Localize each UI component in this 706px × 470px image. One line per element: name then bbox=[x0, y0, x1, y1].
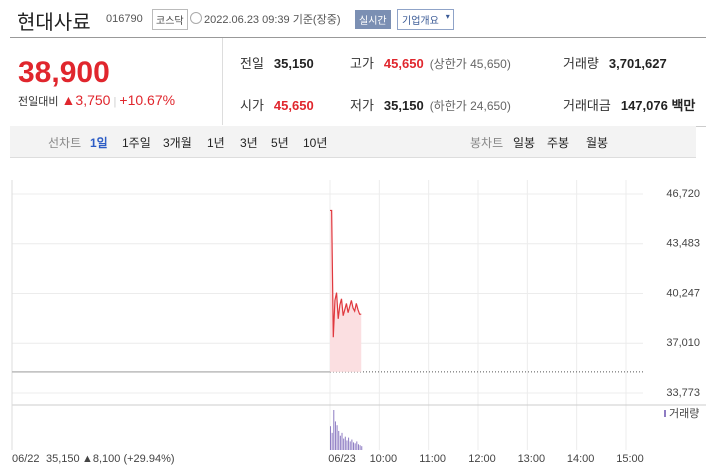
tab-group-label: 봉차트 bbox=[470, 136, 504, 150]
volume-bar bbox=[343, 438, 345, 450]
tab[interactable]: 3년 bbox=[240, 136, 258, 150]
tab[interactable]: 1일 bbox=[90, 136, 108, 150]
volume-bar bbox=[333, 410, 335, 450]
stat-value: 3,701,627 bbox=[608, 56, 667, 71]
tab-bar: 선차트 1일 1주일 3개월 1년 3년 5년 10년 봉차트 일봉 주봉 월봉 bbox=[10, 126, 696, 158]
x-tick-label: 11:00 bbox=[419, 453, 446, 465]
tab[interactable]: 1년 bbox=[207, 136, 225, 150]
volume-bar bbox=[348, 437, 350, 450]
x-tick-label: 12:00 bbox=[468, 453, 496, 465]
stat: 저가 35,150 (하한가 24,650) bbox=[350, 95, 511, 115]
y-tick-label: 33,773 bbox=[666, 387, 700, 399]
change-rate: +10.67% bbox=[119, 92, 176, 108]
x-tick-label: 15:00 bbox=[616, 453, 644, 465]
tab[interactable]: 5년 bbox=[271, 136, 289, 150]
chart: 46,720 43,483 40,247 37,010 33,773 06/23 10:00… bbox=[11, 180, 706, 465]
stat: 시가 45,650 bbox=[240, 95, 314, 115]
clock-icon bbox=[190, 12, 202, 24]
price-line bbox=[330, 209, 362, 338]
legend-swatch bbox=[664, 410, 666, 417]
company-button[interactable]: 기업개요 ▾ bbox=[397, 9, 454, 30]
stat-value: 45,650 bbox=[383, 56, 424, 71]
volume-bar bbox=[330, 426, 331, 450]
tab[interactable]: 일봉 bbox=[513, 136, 536, 150]
volume-bar bbox=[361, 446, 363, 450]
change-row: 전일대비 ▲3,750 | +10.67% bbox=[18, 92, 176, 108]
stock-name: 현대사료 bbox=[17, 12, 91, 34]
stat-value: 35,150 bbox=[273, 56, 314, 71]
stat-note: (하한가 24,650) bbox=[429, 99, 511, 113]
stat-value: 147,076 백만 bbox=[620, 98, 696, 113]
stat: 고가 45,650 (상한가 45,650) bbox=[350, 53, 511, 73]
volume-bar bbox=[354, 443, 356, 450]
prev-day-change: ▲8,100 (+29.94%) bbox=[82, 453, 175, 465]
stat: 전일 35,150 bbox=[240, 53, 314, 73]
y-tick-label: 37,010 bbox=[666, 337, 700, 349]
y-tick-label: 40,247 bbox=[666, 287, 700, 299]
stat-value: 35,150 bbox=[383, 98, 424, 113]
stat-label: 거래량 bbox=[563, 56, 599, 71]
price: 38,900 bbox=[18, 56, 110, 89]
y-tick-label: 43,483 bbox=[666, 238, 700, 250]
company-button-text: 기업개요 bbox=[402, 16, 439, 27]
stat-note: (상한가 45,650) bbox=[429, 57, 511, 71]
x-tick-label: 13:00 bbox=[518, 453, 546, 465]
volume-bar bbox=[338, 430, 340, 450]
stat-label: 거래대금 bbox=[563, 98, 611, 113]
stat: 거래량 3,701,627 bbox=[563, 53, 667, 73]
legend-label: 거래량 bbox=[669, 407, 699, 420]
stat-label: 고가 bbox=[350, 56, 374, 71]
volume-bar bbox=[356, 441, 358, 450]
volume-bar bbox=[349, 441, 351, 450]
price-area bbox=[330, 210, 362, 372]
tab[interactable]: 10년 bbox=[303, 136, 328, 150]
change-label: 전일대비 bbox=[18, 96, 59, 108]
tab[interactable]: 3개월 bbox=[163, 136, 192, 150]
volume-bar bbox=[336, 425, 338, 450]
volume-bar bbox=[351, 439, 353, 450]
x-tick-label: 10:00 bbox=[370, 453, 398, 465]
volume-bar bbox=[341, 432, 343, 450]
x-tick-label: 14:00 bbox=[567, 453, 595, 465]
market-badge: 코스닥 bbox=[152, 9, 188, 30]
volume-bar bbox=[359, 445, 361, 450]
tab-group-label: 선차트 bbox=[48, 136, 82, 150]
tab[interactable]: 월봉 bbox=[586, 136, 609, 150]
stock-code: 016790 bbox=[106, 13, 143, 25]
prev-day-date: 06/22 bbox=[12, 453, 40, 465]
realtime-badge: 실시간 bbox=[355, 10, 391, 29]
stat-label: 저가 bbox=[350, 98, 374, 113]
volume-bar bbox=[357, 444, 359, 450]
change: ▲3,750 bbox=[61, 92, 111, 108]
volume-bar bbox=[353, 442, 355, 450]
volume-bar bbox=[344, 436, 346, 450]
y-tick-label: 46,720 bbox=[666, 188, 700, 200]
stat-value: 45,650 bbox=[273, 98, 314, 113]
timestamp: 2022.06.23 09:39 기준(장중) bbox=[204, 14, 341, 26]
stat-label: 전일 bbox=[240, 56, 264, 71]
stat-label: 시가 bbox=[240, 98, 264, 113]
volume-bar bbox=[334, 421, 336, 450]
divider bbox=[222, 38, 223, 125]
x-tick-label: 06/23 bbox=[328, 453, 356, 465]
volume-bar bbox=[339, 435, 341, 450]
volume-bar bbox=[346, 440, 348, 450]
tab[interactable]: 주봉 bbox=[547, 136, 570, 150]
stat: 거래대금 147,076 백만 bbox=[563, 95, 695, 115]
tab[interactable]: 1주일 bbox=[122, 136, 151, 150]
volume-bar bbox=[331, 432, 333, 450]
prev-day-close: 35,150 bbox=[46, 453, 80, 465]
